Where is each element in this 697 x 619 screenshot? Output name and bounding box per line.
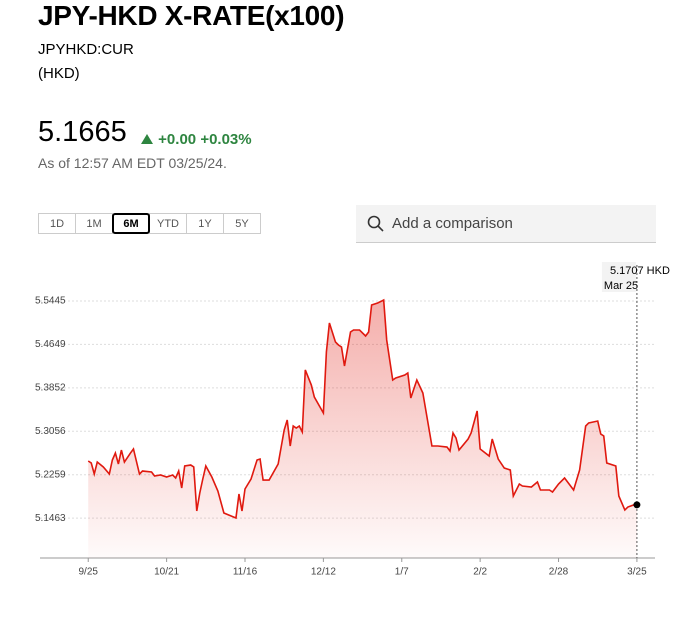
range-button[interactable]: 1Y [186,213,224,234]
search-icon [367,215,384,232]
range-button[interactable]: 1D [38,213,76,234]
up-arrow [141,134,153,144]
change-value: +0.00 [158,131,197,148]
y-tick-label: 5.4649 [35,339,66,350]
search-placeholder: Add a comparison [392,215,513,232]
range-button[interactable]: 6M [112,213,150,234]
x-tick-label: 3/25 [627,567,647,578]
x-tick-label: 10/21 [154,567,179,578]
x-tick-label: 1/7 [395,567,409,578]
x-tick-label: 11/16 [233,567,258,578]
x-tick-label: 2/2 [473,567,487,578]
range-button[interactable]: YTD [149,213,187,234]
line [87,298,637,520]
range-buttons: 1D 1M 6M YTD 1Y 5Y [38,213,261,234]
x-tick-label: 9/25 [79,567,99,578]
y-tick-label: 5.3852 [35,383,66,394]
search-box[interactable]: Add a comparison [356,205,656,243]
change: +0.00 +0.03% [140,131,252,148]
y-tick-label: 5.2259 [35,469,66,480]
y-tick-label: 5.3056 [35,426,66,437]
area [88,300,637,558]
y-tick-label: 5.1463 [35,513,66,524]
last-point [633,501,641,509]
title: JPY-HKD X-RATE(x100) [38,0,345,31]
range-button[interactable]: 5Y [223,213,261,234]
x-tick-label: 12/12 [311,567,336,578]
price: 5.1665 [38,116,127,148]
ticker: JPYHKD:CUR [38,41,134,58]
tooltip-value: 5.1707 HKD [610,265,670,277]
y-tick-label: 5.5445 [35,296,66,307]
tooltip-date: Mar 25 [604,280,638,292]
tooltip-bg [601,262,636,292]
as-of: As of 12:57 AM EDT 03/25/24. [38,155,227,171]
currency: (HKD) [38,65,80,82]
x-tick-label: 2/28 [549,567,569,578]
range-button[interactable]: 1M [75,213,113,234]
change-pct: +0.03% [200,131,252,148]
